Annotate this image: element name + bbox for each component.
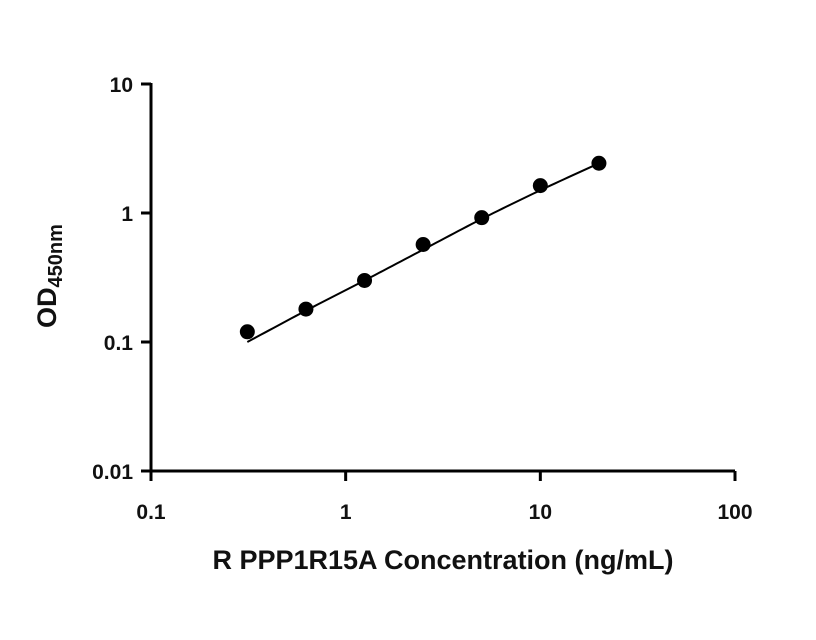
data-point [591, 155, 607, 171]
data-point [532, 178, 548, 194]
data-point [474, 210, 490, 226]
y-axis-title-main: OD [32, 287, 62, 328]
x-tick-label: 100 [717, 501, 752, 524]
x-axis-title: R PPP1R15A Concentration (ng/mL) [212, 545, 673, 575]
data-point [298, 301, 314, 317]
data-point [239, 324, 255, 340]
x-tick-label: 10 [529, 501, 552, 524]
y-tick-label: 10 [110, 74, 133, 97]
axes [149, 83, 735, 473]
tick-marks [141, 82, 737, 481]
y-axis-title: OD450nm [32, 224, 67, 328]
y-tick-label: 1 [121, 203, 133, 226]
data-points-layer [239, 155, 607, 340]
x-tick-label: 0.1 [136, 501, 166, 524]
y-tick-label: 0.1 [104, 332, 134, 355]
data-point [357, 272, 373, 288]
y-axis-title-subscript: 450nm [45, 224, 67, 287]
data-point [415, 236, 431, 252]
x-tick-label: 1 [340, 501, 352, 524]
y-tick-label: 0.01 [92, 461, 133, 484]
